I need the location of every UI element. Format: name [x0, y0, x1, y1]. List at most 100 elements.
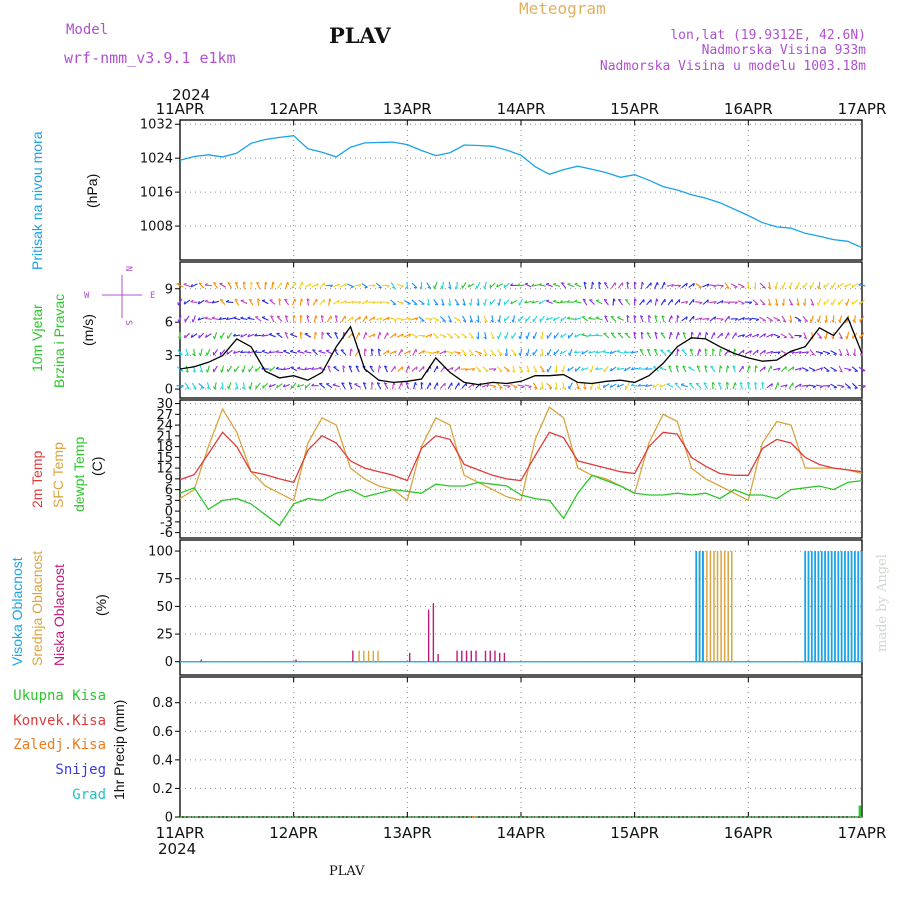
wind-arrow: [816, 332, 823, 339]
wind-arrow-head: [387, 317, 390, 321]
wind-arrow-head: [190, 299, 194, 303]
wind-arrow-head: [248, 298, 253, 301]
wind-arrow-head: [408, 317, 412, 321]
wind-arrow: [383, 332, 389, 339]
wind-arrow-head: [301, 282, 304, 286]
wind-arrow-head: [833, 386, 837, 389]
wind-arrow-head: [670, 331, 673, 336]
wind-arrow: [213, 365, 218, 373]
wind-arrow-head: [553, 317, 556, 321]
wind-arrow: [737, 316, 745, 321]
wind-arrow: [426, 282, 432, 289]
wind-arrow-head: [405, 381, 409, 385]
wind-arrow: [654, 332, 658, 340]
wind-arrow: [815, 350, 823, 354]
wind-arrow-head: [613, 298, 616, 302]
wind-arrow-head: [204, 334, 208, 338]
wind-arrow: [441, 281, 445, 289]
wind-arrow-head: [595, 350, 599, 354]
wind-arrow: [248, 365, 254, 373]
wind-arrow: [325, 383, 333, 389]
tick-label-wind: 3: [165, 349, 173, 364]
wind-arrow: [432, 332, 439, 339]
wind-arrow-head: [784, 384, 788, 388]
wind-arrow: [475, 366, 482, 372]
wind-arrow: [375, 317, 383, 321]
wind-arrow: [496, 283, 504, 288]
wind-arrow: [754, 382, 757, 390]
wind-arrow: [552, 300, 561, 304]
wind-arrow-head: [671, 284, 675, 288]
wind-arrow-head: [510, 283, 514, 286]
temp-ylabel-2m: 2m Temp: [29, 450, 45, 508]
wind-arrow: [781, 315, 787, 323]
wind-arrow: [454, 366, 460, 372]
wind-arrow: [284, 315, 289, 323]
wind-arrow-head: [512, 370, 516, 373]
wind-arrow-head: [272, 281, 275, 285]
wind-arrow: [334, 315, 338, 323]
wind-arrow: [709, 301, 717, 304]
wind-arrow-head: [290, 332, 294, 335]
wind-arrow: [221, 365, 224, 373]
wind-arrow-head: [275, 366, 279, 370]
wind-arrow-head: [574, 282, 578, 285]
wind-arrow-head: [742, 317, 745, 321]
wind-arrow-head: [493, 368, 497, 372]
wind-arrow-head: [386, 301, 390, 305]
wind-arrow-head: [839, 336, 843, 340]
wind-arrow: [668, 332, 672, 340]
wind-arrow-head: [240, 350, 244, 353]
wind-arrow: [290, 333, 298, 338]
wind-arrow-head: [247, 316, 251, 319]
wind-arrow-head: [283, 349, 287, 352]
wind-arrow: [823, 299, 830, 305]
wind-arrow-head: [496, 284, 499, 288]
wind-arrow-head: [734, 286, 738, 289]
wind-arrow-head: [749, 301, 753, 305]
wind-arrow: [240, 317, 248, 321]
wind-arrow: [312, 298, 318, 306]
wind-arrow: [752, 349, 759, 355]
wind-arrow: [391, 382, 395, 390]
wind-arrow: [661, 281, 665, 289]
tick-label-pressure: 1016: [140, 186, 173, 201]
wind-arrow-head: [852, 319, 855, 323]
wind-arrow: [227, 282, 233, 289]
wind-arrow-head: [197, 301, 200, 305]
temp-ylabel-dewpt: dewpt Temp: [71, 437, 87, 512]
wind-arrow-head: [394, 333, 397, 337]
wind-arrow: [389, 317, 397, 321]
wind-arrow: [226, 349, 233, 355]
wind-arrow: [234, 365, 240, 373]
wind-arrow: [290, 366, 298, 372]
tick-label-temp: 6: [165, 483, 173, 498]
wind-arrow-head: [609, 384, 612, 388]
wind-arrow-head: [703, 382, 707, 385]
wind-arrow: [654, 315, 658, 323]
wind-arrow-head: [482, 302, 486, 306]
wind-arrow: [219, 299, 226, 306]
wind-arrow: [184, 332, 190, 339]
wind-arrow: [242, 382, 245, 390]
wind-arrow-head: [713, 301, 717, 305]
wind-arrow: [611, 282, 616, 289]
wind-arrow-head: [817, 286, 820, 290]
wind-arrow-head: [457, 319, 461, 322]
wind-arrow: [406, 281, 409, 289]
wind-arrow-head: [247, 334, 250, 338]
wind-arrow: [654, 281, 658, 289]
wind-arrow-head: [561, 369, 564, 373]
wind-arrow: [242, 365, 246, 373]
wind-arrow: [787, 366, 795, 372]
wind-arrow: [533, 332, 537, 340]
wind-arrow: [541, 382, 544, 390]
wind-arrow: [773, 333, 781, 338]
wind-arrow-head: [845, 336, 848, 340]
wind-arrow: [439, 350, 447, 355]
wind-arrow: [774, 382, 779, 390]
wind-arrow: [498, 315, 501, 323]
wind-arrow-head: [812, 369, 816, 372]
wind-arrow-head: [387, 332, 389, 336]
wind-arrow-head: [504, 335, 507, 340]
